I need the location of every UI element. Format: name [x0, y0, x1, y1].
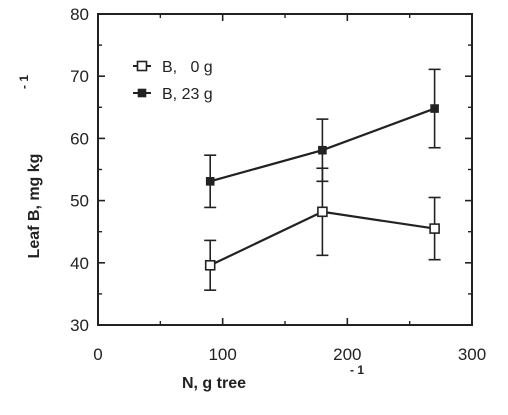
- plot-frame: [97, 13, 473, 326]
- y-axis-title-exponent: - 1: [17, 75, 31, 89]
- x-axis-title: N, g tree: [182, 375, 246, 392]
- y-tick-label: 70: [70, 67, 89, 86]
- data-point: [430, 104, 439, 113]
- data-point: [318, 145, 327, 155]
- y-tick-label: 60: [70, 129, 89, 148]
- x-tick-label: 100: [208, 345, 236, 364]
- y-axis-title: Leaf B, mg kg: [26, 154, 43, 259]
- legend-marker: [136, 60, 148, 72]
- x-tick-label: 0: [93, 345, 102, 364]
- legend: B, 0 g B, 23 g: [133, 59, 213, 103]
- y-tick-label: 50: [70, 192, 89, 211]
- legend-item: B, 23 g: [133, 86, 213, 103]
- data-point: [429, 223, 440, 234]
- x-axis-ticks: 0 100 200 300: [93, 14, 486, 364]
- data-point: [205, 177, 215, 186]
- y-tick-label: 80: [70, 5, 89, 24]
- legend-item: B, 0 g: [133, 59, 213, 76]
- legend-label: B, 0 g: [162, 59, 213, 76]
- series-2: [204, 68, 441, 209]
- plot-area: [97, 13, 473, 326]
- legend-marker: [137, 88, 147, 98]
- data-point: [204, 259, 216, 271]
- legend-label: B, 23 g: [162, 86, 213, 103]
- series-1: [204, 167, 441, 291]
- x-axis-title-exponent: - 1: [350, 363, 364, 377]
- y-tick-label: 30: [70, 316, 89, 335]
- y-tick-label: 40: [70, 254, 89, 273]
- x-tick-label: 300: [458, 345, 486, 364]
- y-axis-ticks: 30 40 50 60 70 80: [70, 5, 472, 335]
- data-point: [317, 206, 328, 218]
- x-tick-label: 200: [333, 345, 361, 364]
